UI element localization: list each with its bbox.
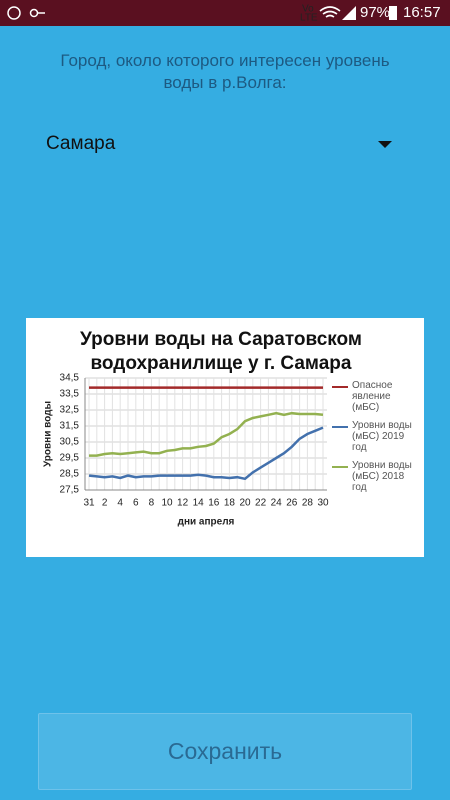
- clock: 16:57: [403, 4, 441, 21]
- y-tick-label: 31,5: [60, 421, 80, 432]
- volte-icon: Vo: [302, 4, 314, 15]
- y-axis-label: Уровни воды: [43, 401, 54, 467]
- x-tick-label: 28: [302, 498, 314, 509]
- y-tick-label: 34,5: [60, 373, 80, 384]
- x-tick-label: 14: [193, 498, 205, 509]
- x-tick-label: 30: [317, 498, 329, 509]
- chart-title: Уровни воды на Саратовском водохранилище…: [80, 329, 362, 374]
- volte-icon: LTE: [300, 13, 318, 24]
- chart: Уровни воды дни апреля 27,5 28,5 29,5 30,5 3…: [26, 318, 424, 557]
- legend-label: Уровни воды (мБС) 2019 год: [352, 420, 412, 453]
- plot: Уровни воды дни апреля 27,5 28,5 29,5 30,5 3…: [43, 373, 329, 528]
- x-tick-label: 24: [271, 498, 283, 509]
- x-tick-label: 12: [177, 498, 189, 509]
- x-tick-label: 8: [149, 498, 155, 509]
- legend-item: Уровни воды (мБС) 2018 год: [332, 460, 416, 493]
- x-tick-label: 22: [255, 498, 267, 509]
- wifi-icon: [319, 6, 341, 18]
- x-tick-label: 4: [117, 498, 123, 509]
- x-tick-label: 26: [286, 498, 298, 509]
- status-bar: Vo LTE 97% 16:57: [0, 0, 450, 26]
- x-tick-label: 20: [239, 498, 251, 509]
- series-line: [89, 411, 324, 457]
- dropdown-arrow[interactable]: [378, 141, 392, 149]
- legend-swatch: [332, 466, 348, 468]
- y-tick-label: 30,5: [60, 437, 80, 448]
- battery-level: 97%: [360, 4, 391, 21]
- prompt: Город, около которого интересен уровень …: [60, 51, 390, 92]
- x-tick-label: 6: [133, 498, 139, 509]
- x-tick-label: 31: [83, 498, 95, 509]
- legend-swatch: [332, 386, 348, 388]
- legend-item: Опасное явление (мБС): [332, 380, 416, 413]
- legend-label: Уровни воды (мБС) 2018 год: [352, 460, 412, 493]
- legend-item: Уровни воды (мБС) 2019 год: [332, 420, 416, 453]
- y-tick-label: 27,5: [60, 485, 80, 496]
- x-tick-label: 16: [208, 498, 220, 509]
- legend-label: Опасное явление (мБС): [352, 380, 393, 413]
- status-icons: Vo LTE: [7, 4, 397, 24]
- y-tick-label: 33,5: [60, 389, 80, 400]
- battery-icon: [389, 6, 397, 20]
- legend-swatch: [332, 426, 348, 428]
- x-axis-label: дни апреля: [178, 517, 235, 528]
- viber-icon: [7, 6, 21, 20]
- series-line: [88, 426, 324, 481]
- signal-icon: [342, 6, 356, 20]
- x-tick-label: 18: [224, 498, 236, 509]
- y-tick-label: 28,5: [60, 469, 80, 480]
- y-tick-label: 29,5: [60, 453, 80, 464]
- x-tick-label: 10: [161, 498, 173, 509]
- key-icon: [29, 8, 39, 18]
- y-tick-label: 32,5: [60, 405, 80, 416]
- legend: Опасное явление (мБС) Уровни воды (мБС) 2…: [332, 380, 416, 500]
- save-button[interactable]: Сохранить: [38, 713, 412, 790]
- x-tick-label: 2: [102, 498, 108, 509]
- city-dropdown[interactable]: Самара: [46, 133, 116, 154]
